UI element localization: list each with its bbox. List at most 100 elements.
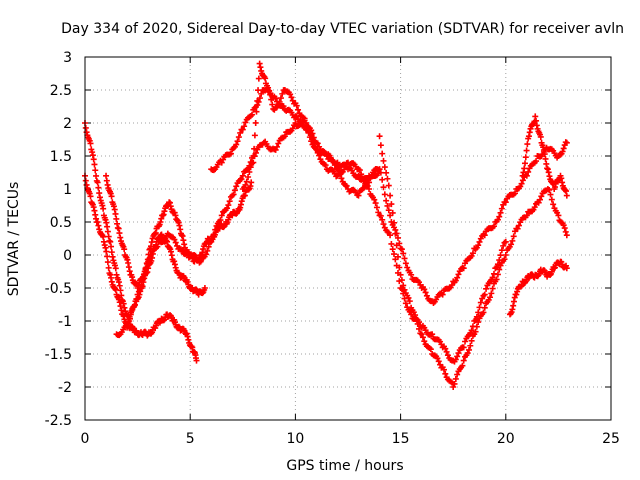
- data-point: [401, 286, 408, 293]
- data-point: [137, 285, 144, 292]
- data-point: [234, 138, 241, 145]
- data-point: [231, 187, 238, 194]
- data-point: [281, 133, 288, 140]
- data-point: [227, 150, 234, 157]
- y-tick-label: -0.5: [45, 281, 72, 297]
- data-point: [418, 331, 425, 338]
- data-point: [269, 101, 276, 108]
- data-point: [100, 205, 107, 212]
- y-tick-label: -2: [58, 380, 72, 396]
- data-point: [397, 271, 404, 278]
- data-point: [514, 225, 521, 232]
- series-arc-8: [507, 258, 570, 318]
- data-point: [563, 139, 570, 146]
- data-point: [385, 207, 392, 214]
- data-point: [267, 91, 274, 98]
- data-point: [383, 197, 390, 204]
- data-point: [331, 162, 338, 169]
- x-axis-title: GPS time / hours: [286, 458, 403, 474]
- data-point: [475, 242, 482, 249]
- data-point: [547, 191, 554, 198]
- data-point: [555, 212, 562, 219]
- data-point: [475, 309, 482, 316]
- data-point: [141, 271, 148, 278]
- data-point: [483, 285, 490, 292]
- series-arc-7: [376, 133, 570, 390]
- data-point: [496, 266, 503, 273]
- data-point: [253, 108, 260, 115]
- data-point: [388, 201, 395, 208]
- data-point: [487, 294, 494, 301]
- data-point: [338, 175, 345, 182]
- data-point: [376, 166, 383, 173]
- data-point: [563, 192, 570, 199]
- data-point: [394, 253, 401, 260]
- data-point: [429, 331, 436, 338]
- data-point: [254, 97, 261, 104]
- data-point: [126, 313, 133, 320]
- x-tick-label: 0: [81, 431, 90, 447]
- data-point: [454, 371, 461, 378]
- data-point: [560, 222, 567, 229]
- data-point: [112, 265, 119, 272]
- data-point: [376, 133, 383, 140]
- data-point: [473, 323, 480, 330]
- data-point: [366, 186, 373, 192]
- data-point: [401, 255, 408, 262]
- data-point: [563, 265, 570, 272]
- data-point: [255, 87, 262, 94]
- data-point: [121, 246, 128, 253]
- data-point: [388, 240, 395, 247]
- y-tick-label: 0.5: [50, 215, 72, 231]
- x-tick-label: 5: [186, 431, 195, 447]
- data-point: [440, 366, 447, 373]
- data-point: [468, 327, 475, 334]
- data-point: [289, 125, 296, 132]
- data-point: [273, 143, 280, 150]
- y-tick-label: 1.5: [50, 149, 72, 165]
- data-point: [387, 232, 394, 239]
- y-tick-labels: -2.5 -2 -1.5 -1 -0.5 0 0.5 1 1.5 2 2.5 3: [45, 50, 72, 429]
- data-point: [94, 179, 101, 186]
- data-point: [217, 217, 224, 224]
- data-point: [310, 140, 317, 147]
- data-point: [280, 103, 287, 110]
- data-point: [302, 120, 309, 126]
- data-point: [523, 147, 530, 154]
- data-point: [502, 199, 509, 206]
- data-point: [563, 232, 570, 239]
- data-point: [450, 384, 457, 390]
- data-point: [104, 253, 111, 260]
- data-point: [389, 209, 396, 216]
- data-point: [400, 282, 407, 289]
- data-point: [125, 319, 132, 326]
- data-point: [375, 209, 382, 216]
- data-point: [265, 84, 272, 91]
- data-point: [238, 176, 245, 183]
- data-point: [435, 358, 442, 365]
- data-point: [392, 230, 399, 237]
- data-point: [500, 242, 507, 249]
- data-point: [508, 241, 515, 248]
- data-point: [498, 247, 505, 254]
- data-point: [100, 233, 107, 240]
- data-point: [413, 316, 420, 323]
- data-point: [133, 298, 140, 305]
- data-point: [138, 281, 145, 288]
- data-point: [142, 265, 149, 272]
- data-point: [124, 324, 131, 331]
- data-point: [314, 148, 321, 155]
- data-point: [452, 375, 459, 382]
- data-point: [562, 228, 569, 235]
- data-point: [379, 216, 386, 223]
- data-point: [87, 140, 94, 147]
- data-point: [443, 348, 450, 355]
- data-point: [502, 238, 509, 245]
- data-point: [521, 160, 528, 167]
- data-point: [108, 193, 115, 200]
- data-point: [356, 167, 363, 174]
- data-point: [128, 309, 135, 316]
- x-tick-labels: 0 5 10 15 20 25: [81, 431, 620, 447]
- y-axis-title: SDTVAR / TECUs: [6, 182, 22, 297]
- data-point: [262, 75, 269, 82]
